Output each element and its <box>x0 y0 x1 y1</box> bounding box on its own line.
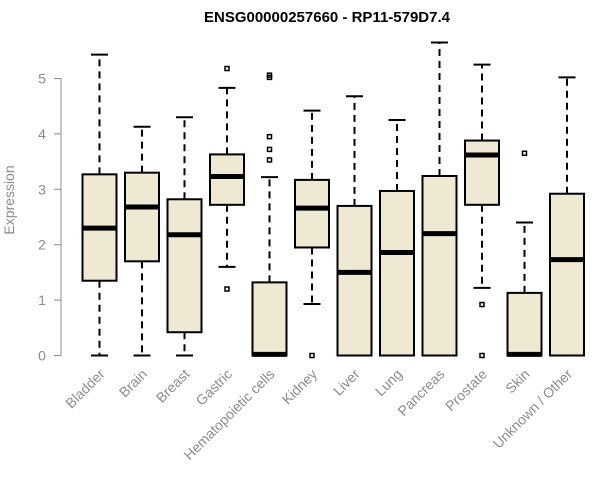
box-prostate <box>464 63 500 359</box>
box-iqr <box>421 175 458 357</box>
box-iqr <box>549 192 585 357</box>
x-tick-label: Pancreas <box>394 366 447 419</box>
y-tick-label: 0 <box>38 348 46 364</box>
box-iqr <box>506 291 543 357</box>
box-iqr <box>294 178 330 249</box>
outlier-point <box>479 352 485 359</box>
box-iqr <box>124 171 160 263</box>
y-axis: 0 1 2 3 4 5 <box>38 71 62 364</box>
box-iqr <box>336 204 373 357</box>
x-tick-label: Breast <box>153 366 193 406</box>
y-tick-label: 5 <box>38 71 46 87</box>
x-tick-label: Unknown / Other <box>490 366 576 452</box>
box-skin <box>506 150 543 357</box>
outlier-point <box>266 157 273 163</box>
y-tick-label: 2 <box>38 237 46 253</box>
outlier-point <box>224 65 230 72</box>
x-tick-label: Bladder <box>62 366 108 412</box>
box-iqr <box>166 198 203 334</box>
outlier-point <box>266 146 273 153</box>
y-tick-label: 4 <box>38 126 46 142</box>
outlier-point <box>479 301 485 308</box>
outlier-point <box>224 286 230 292</box>
x-tick-label: Kidney <box>279 366 321 408</box>
box-hematopoietic-cells <box>251 72 288 357</box>
box-iqr <box>464 139 500 206</box>
box-kidney <box>294 109 330 359</box>
x-tick-label: Brain <box>116 366 150 400</box>
y-tick-label: 1 <box>38 292 46 308</box>
box-pancreas <box>421 41 458 357</box>
outlier-point <box>521 150 528 157</box>
box-iqr <box>379 189 415 357</box>
box-iqr <box>251 281 288 357</box>
box-brain <box>124 125 160 357</box>
x-tick-label: Liver <box>330 366 363 399</box>
box-breast <box>166 116 203 357</box>
chart-title: ENSG00000257660 - RP11-579D7.4 <box>204 9 451 26</box>
x-tick-label: Skin <box>502 366 533 397</box>
outlier-point <box>266 133 273 140</box>
box-lung <box>379 119 415 357</box>
outlier-point <box>266 72 273 78</box>
y-axis-title: Expression <box>1 165 17 234</box>
box-unknown-other <box>549 76 585 357</box>
outlier-point <box>309 352 315 359</box>
box-iqr <box>209 153 245 206</box>
y-tick-label: 3 <box>38 181 46 197</box>
x-tick-label: Prostate <box>442 366 490 414</box>
box-bladder <box>81 53 118 357</box>
x-tick-label: Lung <box>372 366 405 399</box>
box-group <box>81 41 585 359</box>
box-gastric <box>209 65 245 292</box>
box-liver <box>336 95 373 357</box>
